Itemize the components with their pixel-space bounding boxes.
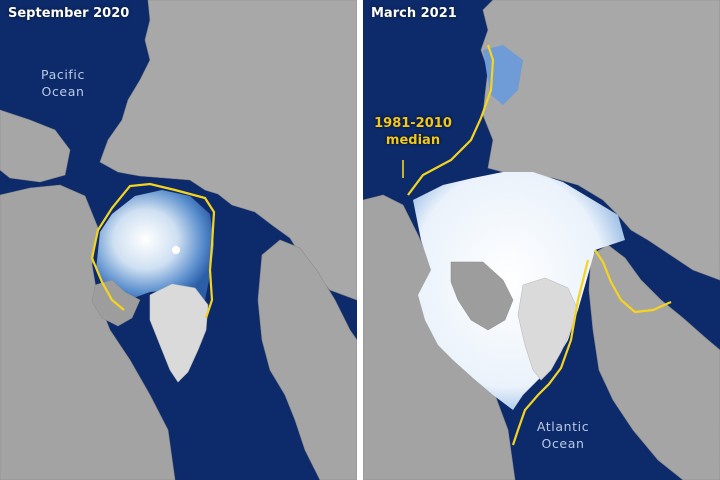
map-september-2020 — [0, 0, 357, 480]
ocean-label-atlantic: Atlantic Ocean — [520, 418, 606, 452]
ocean-label-line1: Pacific — [41, 67, 85, 82]
scandinavia-landmass — [257, 239, 357, 480]
median-label-line2: median — [385, 133, 441, 148]
ocean-label-line1: Atlantic — [536, 419, 590, 434]
median-label: 1981-2010 median — [371, 115, 455, 149]
north-pole-marker — [172, 246, 180, 254]
panel-september-2020: September 2020 Pacific Ocean — [0, 0, 357, 480]
panel-divider — [357, 0, 363, 480]
ocean-label-line2: Ocean — [41, 84, 85, 99]
panel-title-march-2021: March 2021 — [371, 6, 457, 21]
median-extent-line — [407, 44, 672, 446]
sea-ice-extent — [96, 190, 214, 300]
ocean-label-line2: Ocean — [541, 436, 585, 451]
panel-title-september-2020: September 2020 — [8, 6, 130, 21]
sea-ice-extent — [413, 172, 625, 410]
map-march-2021 — [363, 0, 720, 480]
greenland — [149, 283, 209, 383]
alaska-landmass — [0, 109, 71, 183]
ocean-label-pacific: Pacific Ocean — [22, 66, 104, 100]
canadian-archipelago — [450, 261, 514, 331]
median-label-line1: 1981-2010 — [374, 116, 452, 131]
scandinavia-landmass — [588, 244, 720, 480]
greenland — [517, 277, 578, 381]
median-extent-line — [90, 182, 216, 319]
panel-march-2021: March 2021 1981-2010 median Atlantic Oce… — [363, 0, 720, 480]
